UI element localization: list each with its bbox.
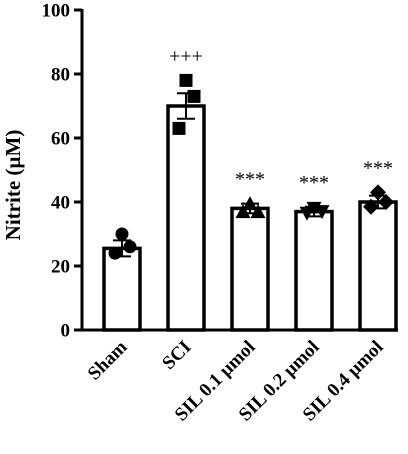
y-tick-label: 100 — [42, 1, 71, 22]
axes: 0 20 40 60 80 100 — [42, 1, 398, 342]
data-point — [250, 204, 266, 219]
x-tick-label: SCI — [158, 337, 195, 374]
significance-label: *** — [363, 157, 393, 179]
data-point — [378, 194, 394, 210]
significance-label: *** — [299, 172, 329, 194]
bar — [358, 200, 398, 332]
x-tick-label: Sham — [84, 337, 132, 385]
bars: +++ *** *** *** — [102, 45, 398, 332]
data-point — [179, 73, 193, 87]
significance-label: +++ — [169, 45, 203, 67]
bar — [230, 206, 270, 332]
data-point — [123, 240, 137, 254]
y-axis-title: Nitrite (µM) — [1, 130, 25, 241]
data-point — [235, 204, 251, 219]
y-tick-label: 0 — [61, 321, 71, 342]
bar — [102, 246, 142, 332]
significance-label: *** — [235, 169, 265, 191]
data-point — [363, 198, 379, 215]
y-tick-label: 80 — [51, 65, 70, 86]
data-point — [172, 121, 186, 135]
data-point — [108, 246, 122, 260]
y-tick-label: 40 — [51, 193, 70, 214]
bar — [166, 104, 206, 332]
data-point — [314, 205, 330, 220]
data-point — [242, 196, 258, 211]
data-point — [370, 184, 386, 201]
bar — [294, 209, 334, 332]
data-point — [187, 89, 201, 103]
data-point — [115, 227, 129, 241]
data-point — [299, 206, 315, 221]
y-tick-label: 20 — [51, 257, 70, 278]
y-tick-label: 60 — [51, 129, 70, 150]
